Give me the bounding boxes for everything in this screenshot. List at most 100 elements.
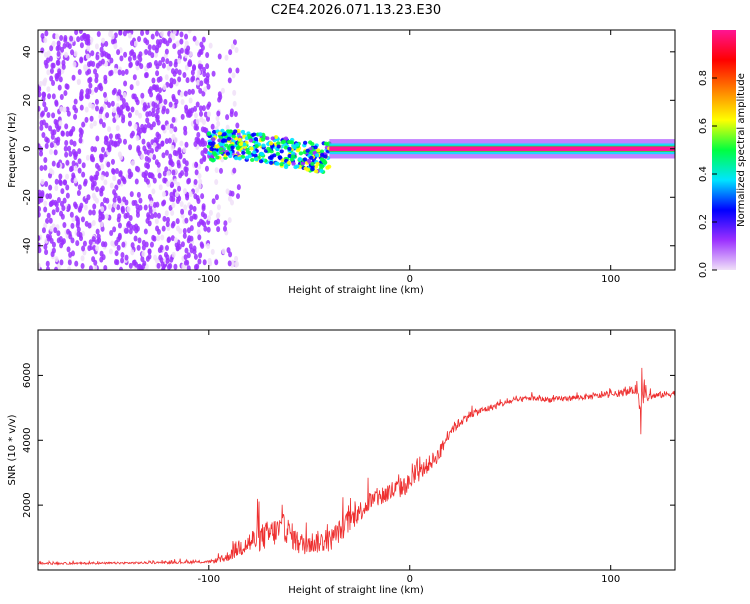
heatmap-cell — [189, 225, 194, 232]
heatmap-cell — [64, 139, 69, 146]
heatmap-cell — [190, 88, 195, 95]
heatmap-cell — [95, 105, 100, 112]
heatmap-cell — [295, 148, 301, 153]
heatmap-cell — [198, 87, 203, 94]
heatmap-cell — [161, 152, 166, 159]
heatmap-cell — [176, 40, 181, 47]
heatmap-cell — [319, 152, 325, 157]
heatmap-cell — [202, 66, 207, 73]
heatmap-cell — [323, 154, 328, 159]
heatmap-cell — [43, 222, 48, 229]
heatmap-cell — [65, 130, 70, 137]
heatmap-cell — [153, 254, 158, 261]
heatmap-cell — [77, 167, 82, 174]
heatmap-cell — [77, 158, 82, 165]
heatmap-cell — [186, 178, 191, 185]
heatmap-cell — [154, 159, 159, 166]
heatmap-cell — [111, 168, 116, 175]
heatmap-cell — [88, 82, 93, 89]
heatmap-cell — [156, 228, 161, 235]
heatmap-cell — [160, 261, 165, 268]
heatmap-cell — [107, 101, 112, 108]
heatmap-cell — [123, 51, 128, 58]
heatmap-cell — [166, 237, 171, 244]
heatmap-cell — [79, 42, 84, 49]
heatmap-cell — [172, 78, 177, 85]
heatmap-cell — [178, 172, 183, 179]
heatmap-cell — [40, 47, 45, 54]
heatmap-cell — [96, 233, 101, 240]
heatmap-cell — [151, 101, 156, 108]
heatmap-cell — [146, 62, 151, 69]
heatmap-cell — [116, 106, 121, 113]
heatmap-cell — [67, 259, 72, 266]
heatmap-cell — [188, 191, 193, 198]
heatmap-cell — [150, 111, 155, 118]
heatmap-cell — [149, 200, 154, 207]
heatmap-cell — [199, 48, 204, 55]
heatmap-cell — [46, 112, 51, 119]
heatmap-cell — [145, 255, 150, 262]
heatmap-cell — [290, 151, 296, 156]
heatmap-cell — [192, 205, 197, 212]
heatmap-cell — [73, 113, 78, 120]
heatmap-cell — [199, 41, 204, 48]
heatmap-cell — [154, 218, 159, 225]
heatmap-cell — [77, 148, 82, 155]
heatmap-cell — [214, 144, 219, 149]
heatmap-cell — [91, 219, 96, 226]
heatmap-cell — [90, 145, 95, 152]
heatmap-cell — [194, 169, 199, 176]
heatmap-cell — [96, 30, 101, 37]
heatmap-cell — [144, 49, 149, 56]
heatmap-cell — [193, 253, 198, 260]
colorbar-tick-label: 0.8 — [698, 70, 709, 86]
heatmap-cell — [68, 150, 73, 157]
heatmap-cell — [322, 160, 328, 165]
heatmap-cell — [120, 251, 125, 258]
heatmap-cell — [149, 91, 154, 98]
heatmap-cell — [113, 67, 118, 74]
heatmap-cell — [68, 233, 73, 240]
heatmap-cell — [187, 30, 192, 34]
heatmap-cell — [127, 55, 132, 62]
heatmap-cell — [170, 209, 175, 216]
heatmap-cell — [199, 241, 204, 248]
heatmap-cell — [126, 105, 131, 112]
heatmap-cell — [135, 64, 140, 71]
heatmap-cell — [46, 50, 51, 57]
heatmap-cell — [158, 254, 163, 261]
colorbar: 0.0 0.2 0.4 0.6 0.8 Normalized spectral ampl… — [698, 30, 747, 278]
heatmap-cell — [127, 32, 132, 39]
heatmap-cell — [54, 99, 59, 106]
heatmap-cell — [194, 39, 199, 46]
heatmap-cell — [193, 124, 198, 131]
heatmap-cell — [182, 232, 187, 239]
heatmap-cell — [54, 178, 59, 185]
heatmap-cell — [114, 250, 119, 257]
heatmap-cell — [62, 42, 67, 49]
heatmap-cell — [155, 201, 160, 208]
heatmap-cell — [87, 77, 92, 84]
heatmap-cell — [238, 142, 244, 147]
heatmap-cell — [138, 197, 143, 204]
heatmap-cell — [74, 30, 79, 36]
heatmap-cell — [104, 136, 109, 143]
heatmap-cell — [162, 177, 167, 184]
heatmap-cell — [54, 185, 59, 192]
heatmap-cell — [199, 158, 204, 165]
heatmap-cell — [182, 71, 187, 78]
heatmap-cell — [210, 158, 216, 163]
heatmap-cell — [162, 105, 167, 112]
heatmap-cell — [53, 149, 58, 156]
heatmap-cell — [54, 73, 59, 80]
heatmap-cell — [151, 77, 156, 84]
heatmap-cell — [195, 263, 200, 270]
heatmap-cell — [46, 69, 51, 76]
snr-ylabel: SNR (10 * v/v) — [7, 414, 18, 485]
heatmap-cell — [70, 222, 75, 229]
heatmap-cell — [92, 203, 97, 210]
heatmap-cell — [233, 111, 238, 118]
heatmap-cell — [166, 170, 171, 177]
heatmap-cell — [113, 43, 118, 50]
